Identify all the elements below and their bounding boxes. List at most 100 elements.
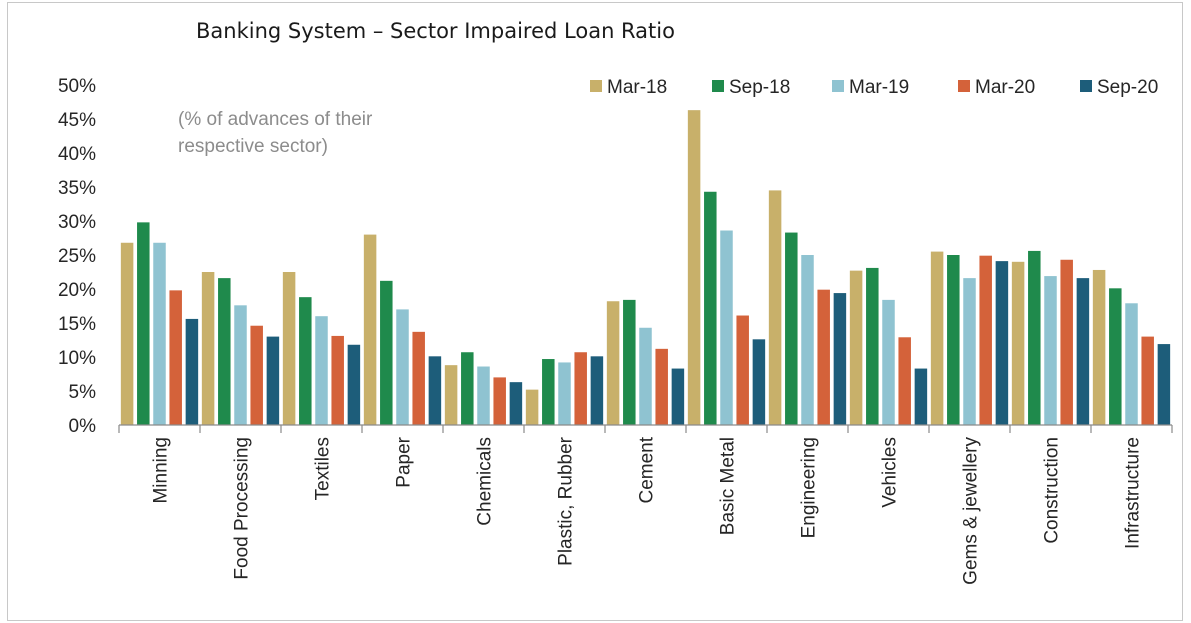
bar xyxy=(1076,278,1090,425)
legend-swatch xyxy=(832,80,844,92)
x-tick-label: Basic Metal xyxy=(718,437,739,535)
bar xyxy=(347,344,361,425)
bar xyxy=(137,222,150,425)
bar xyxy=(558,362,571,425)
bar xyxy=(736,315,749,425)
bar xyxy=(752,339,766,425)
bar xyxy=(606,301,620,425)
bar xyxy=(833,293,847,425)
chart-title: Banking System – Sector Impaired Loan Ra… xyxy=(196,19,675,43)
bar xyxy=(493,377,506,425)
bar xyxy=(817,289,830,425)
bar xyxy=(461,352,474,425)
bar xyxy=(947,255,960,425)
bar xyxy=(477,366,490,425)
legend-swatch xyxy=(590,80,602,92)
bar xyxy=(525,389,539,425)
bar xyxy=(234,305,247,425)
bar xyxy=(882,299,895,425)
y-tick-label: 25% xyxy=(58,246,96,267)
legend-swatch xyxy=(1080,80,1092,92)
bar xyxy=(866,267,879,425)
bar xyxy=(428,356,442,425)
bar xyxy=(671,368,685,425)
bar xyxy=(331,335,344,425)
y-axis: 0% 5% 10% 15% 20% 25% 30% 35% 40% 45% 50% xyxy=(58,76,96,437)
bar xyxy=(282,272,296,425)
bar xyxy=(1109,288,1122,425)
bar xyxy=(1125,303,1138,425)
bar xyxy=(299,297,312,425)
legend: Mar-18 Sep-18 Mar-19 Mar-20 Sep-20 xyxy=(590,77,1158,98)
bar xyxy=(363,234,377,425)
chart-note-line-1: (% of advances of their xyxy=(178,109,373,130)
bar xyxy=(218,278,231,425)
bar xyxy=(1141,336,1154,425)
bar xyxy=(1028,250,1041,425)
bar xyxy=(412,331,425,425)
legend-label: Mar-18 xyxy=(607,77,667,98)
y-tick-label: 35% xyxy=(58,178,96,199)
bar xyxy=(639,327,652,425)
bar xyxy=(444,365,458,425)
x-tick-label: Construction xyxy=(1042,437,1063,544)
x-tick-label: Paper xyxy=(394,436,415,487)
bar xyxy=(250,325,263,425)
bar xyxy=(768,190,782,425)
bar xyxy=(849,270,863,425)
chart-note-line-2: respective sector) xyxy=(178,136,328,157)
bar xyxy=(590,356,604,425)
bar xyxy=(1044,276,1057,425)
bar xyxy=(720,230,733,425)
y-tick-label: 40% xyxy=(58,144,96,165)
x-tick-label: Engineering xyxy=(799,437,820,538)
bar xyxy=(1060,259,1073,425)
y-tick-label: 10% xyxy=(58,348,96,369)
y-tick-label: 50% xyxy=(58,76,96,97)
bar xyxy=(266,336,280,425)
bar xyxy=(898,337,911,425)
x-tick-label: Infrastructure xyxy=(1123,437,1144,549)
bar xyxy=(1092,269,1106,425)
bar xyxy=(1011,261,1025,425)
bar xyxy=(574,352,587,425)
bar xyxy=(185,318,199,425)
legend-label: Sep-18 xyxy=(729,77,790,98)
y-tick-label: 30% xyxy=(58,212,96,233)
bar xyxy=(396,309,409,425)
x-tick-label: Minning xyxy=(151,437,172,504)
x-tick-label: Gems & jewellery xyxy=(961,437,982,585)
bar xyxy=(687,110,701,425)
x-tick-label: Chemicals xyxy=(475,437,496,526)
bar xyxy=(120,242,134,425)
bar xyxy=(801,255,814,425)
y-tick-label: 15% xyxy=(58,314,96,335)
x-tick-label: Cement xyxy=(637,436,658,503)
x-tick-label: Food Processing xyxy=(232,437,253,580)
bar xyxy=(655,348,668,425)
bar xyxy=(963,278,976,425)
x-tick-label: Vehicles xyxy=(880,437,901,508)
bar xyxy=(169,290,182,425)
legend-swatch xyxy=(712,80,724,92)
bar xyxy=(1157,344,1171,425)
bar xyxy=(914,368,928,425)
bar xyxy=(979,255,992,425)
legend-swatch xyxy=(958,80,970,92)
bar xyxy=(153,242,166,425)
bars xyxy=(120,110,1171,425)
bar xyxy=(380,280,393,425)
bar xyxy=(315,316,328,425)
bar xyxy=(201,272,215,425)
y-tick-label: 45% xyxy=(58,110,96,131)
x-tick-label: Plastic, Rubber xyxy=(556,436,577,566)
legend-label: Mar-19 xyxy=(849,77,909,98)
bar xyxy=(930,251,944,425)
bar xyxy=(542,359,555,425)
bar xyxy=(704,191,717,425)
bar xyxy=(623,299,636,425)
y-tick-label: 20% xyxy=(58,280,96,301)
y-tick-label: 0% xyxy=(69,416,97,437)
bar xyxy=(785,232,798,425)
